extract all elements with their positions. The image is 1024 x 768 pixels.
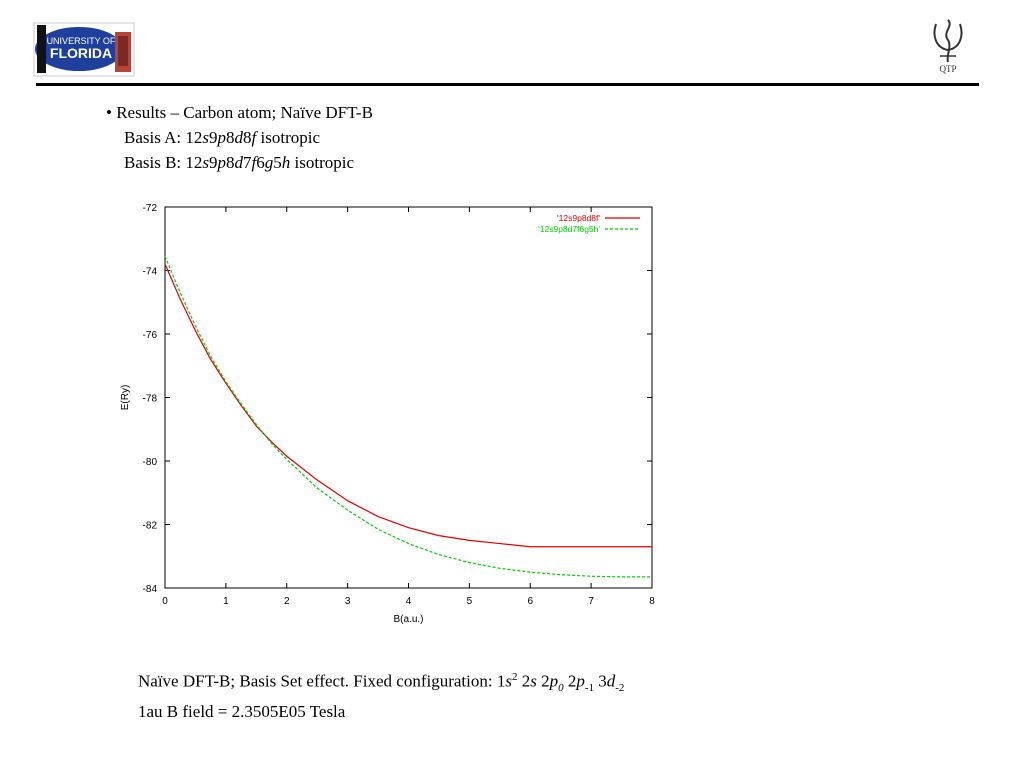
- bullet-title: • Results – Carbon atom; Naïve DFT-B: [106, 100, 373, 125]
- x-axis-label: B(a.u.): [393, 614, 423, 625]
- logo-text-line2: FLORIDA: [50, 45, 112, 61]
- x-tick-label: 0: [162, 596, 168, 607]
- x-tick-label: 2: [284, 596, 290, 607]
- results-bullet: • Results – Carbon atom; Naïve DFT-B Bas…: [106, 100, 373, 175]
- chart-svg: 0 1 2 3 4 5 6 7 8 -72 -74 -76 -78 -80 -82 -84 '12s9p8d8…: [120, 203, 655, 625]
- logo-text-line1: UNIVERSITY OF: [47, 36, 116, 46]
- basis-a-line: Basis A: 12s9p8d8f isotropic: [124, 128, 321, 147]
- y-tick-label: -80: [143, 457, 158, 468]
- x-tick-label: 4: [406, 596, 412, 607]
- header-divider: [36, 83, 979, 86]
- bullet-title-text: Results – Carbon atom; Naïve DFT-B: [116, 103, 373, 122]
- y-tick-label: -82: [143, 521, 158, 532]
- caption-line2: 1au B field = 2.3505E05 Tesla: [138, 702, 346, 722]
- y-tick-label: -84: [143, 584, 158, 595]
- y-tick-label: -76: [143, 330, 158, 341]
- energy-vs-field-chart: 0 1 2 3 4 5 6 7 8 -72 -74 -76 -78 -80 -82 -84 '12s9p8d8…: [110, 195, 670, 640]
- y-tick-label: -78: [143, 394, 158, 405]
- legend-entry-label: '12s9p8d7f6g5h': [538, 224, 600, 234]
- plot-frame: [164, 206, 653, 589]
- y-tick-label: -72: [143, 203, 158, 214]
- x-tick-label: 5: [467, 596, 473, 607]
- basis-b-line: Basis B: 12s9p8d7f6g5h isotropic: [124, 153, 355, 172]
- bullet-marker: •: [106, 103, 112, 122]
- y-axis-label: E(Ry): [120, 385, 131, 411]
- caption-line1: Naïve DFT-B; Basis Set effect. Fixed con…: [138, 671, 625, 695]
- qtp-logo: QTP: [928, 16, 968, 76]
- x-tick-label: 1: [223, 596, 229, 607]
- series-line-a: [164, 263, 652, 548]
- x-tick-label: 8: [649, 596, 655, 607]
- x-tick-label: 3: [345, 596, 351, 607]
- x-tick-label: 7: [588, 596, 594, 607]
- legend-entry-label: '12s9p8d8f': [557, 213, 600, 223]
- qtp-label: QTP: [939, 64, 956, 74]
- figure-caption: Naïve DFT-B; Basis Set effect. Fixed con…: [138, 666, 624, 723]
- y-tick-label: -74: [143, 267, 158, 278]
- x-tick-label: 6: [527, 596, 533, 607]
- university-of-florida-logo: UNIVERSITY OF FLORIDA: [33, 22, 135, 77]
- series-line-b: [164, 255, 652, 578]
